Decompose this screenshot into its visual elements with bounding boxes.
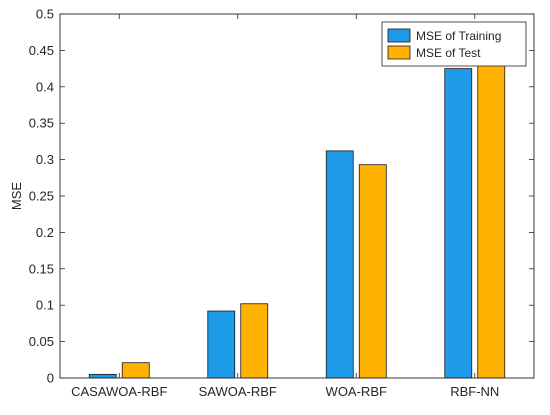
bar-rbf-nn-test <box>477 60 506 379</box>
plot-frame <box>59 13 535 379</box>
y-tick-label: 0.05 <box>29 334 54 349</box>
legend-swatch-training <box>387 28 411 43</box>
legend-label-test: MSE of Test <box>416 46 481 60</box>
legend-swatch-test <box>387 45 411 60</box>
y-tick-label: 0.1 <box>36 298 54 313</box>
y-tick-label: 0.15 <box>29 261 54 276</box>
x-tick-label: WOA-RBF <box>326 384 387 399</box>
bar-woa-rbf-training <box>325 150 354 379</box>
x-tick-label: RBF-NN <box>450 384 499 399</box>
y-tick-label: 0.35 <box>29 116 54 131</box>
bar-rbf-nn-training <box>444 68 473 379</box>
x-tick-label: CASAWOA-RBF <box>71 384 167 399</box>
legend: MSE of Training MSE of Test <box>381 21 527 67</box>
y-tick-label: 0.2 <box>36 225 54 240</box>
y-tick-label: 0 <box>47 371 54 386</box>
bar-sawoa-rbf-test <box>240 303 269 379</box>
y-tick-label: 0.45 <box>29 43 54 58</box>
bar-sawoa-rbf-training <box>207 310 236 379</box>
y-tick-label: 0.5 <box>36 7 54 22</box>
bar-casawoa-rbf-training <box>88 373 117 379</box>
y-tick-label: 0.25 <box>29 189 54 204</box>
plot-area: CASAWOA-RBF SAWOA-RBF WOA-RBF RBF-NN 0 0.05 0.… <box>29 7 535 399</box>
y-tick-label: 0.3 <box>36 152 54 167</box>
legend-label-training: MSE of Training <box>416 29 501 43</box>
bar-casawoa-rbf-test <box>121 362 150 379</box>
x-tick-label: SAWOA-RBF <box>199 384 277 399</box>
y-axis-label: MSE <box>9 182 24 211</box>
bar-woa-rbf-test <box>358 164 387 379</box>
y-tick-label: 0.4 <box>36 79 54 94</box>
